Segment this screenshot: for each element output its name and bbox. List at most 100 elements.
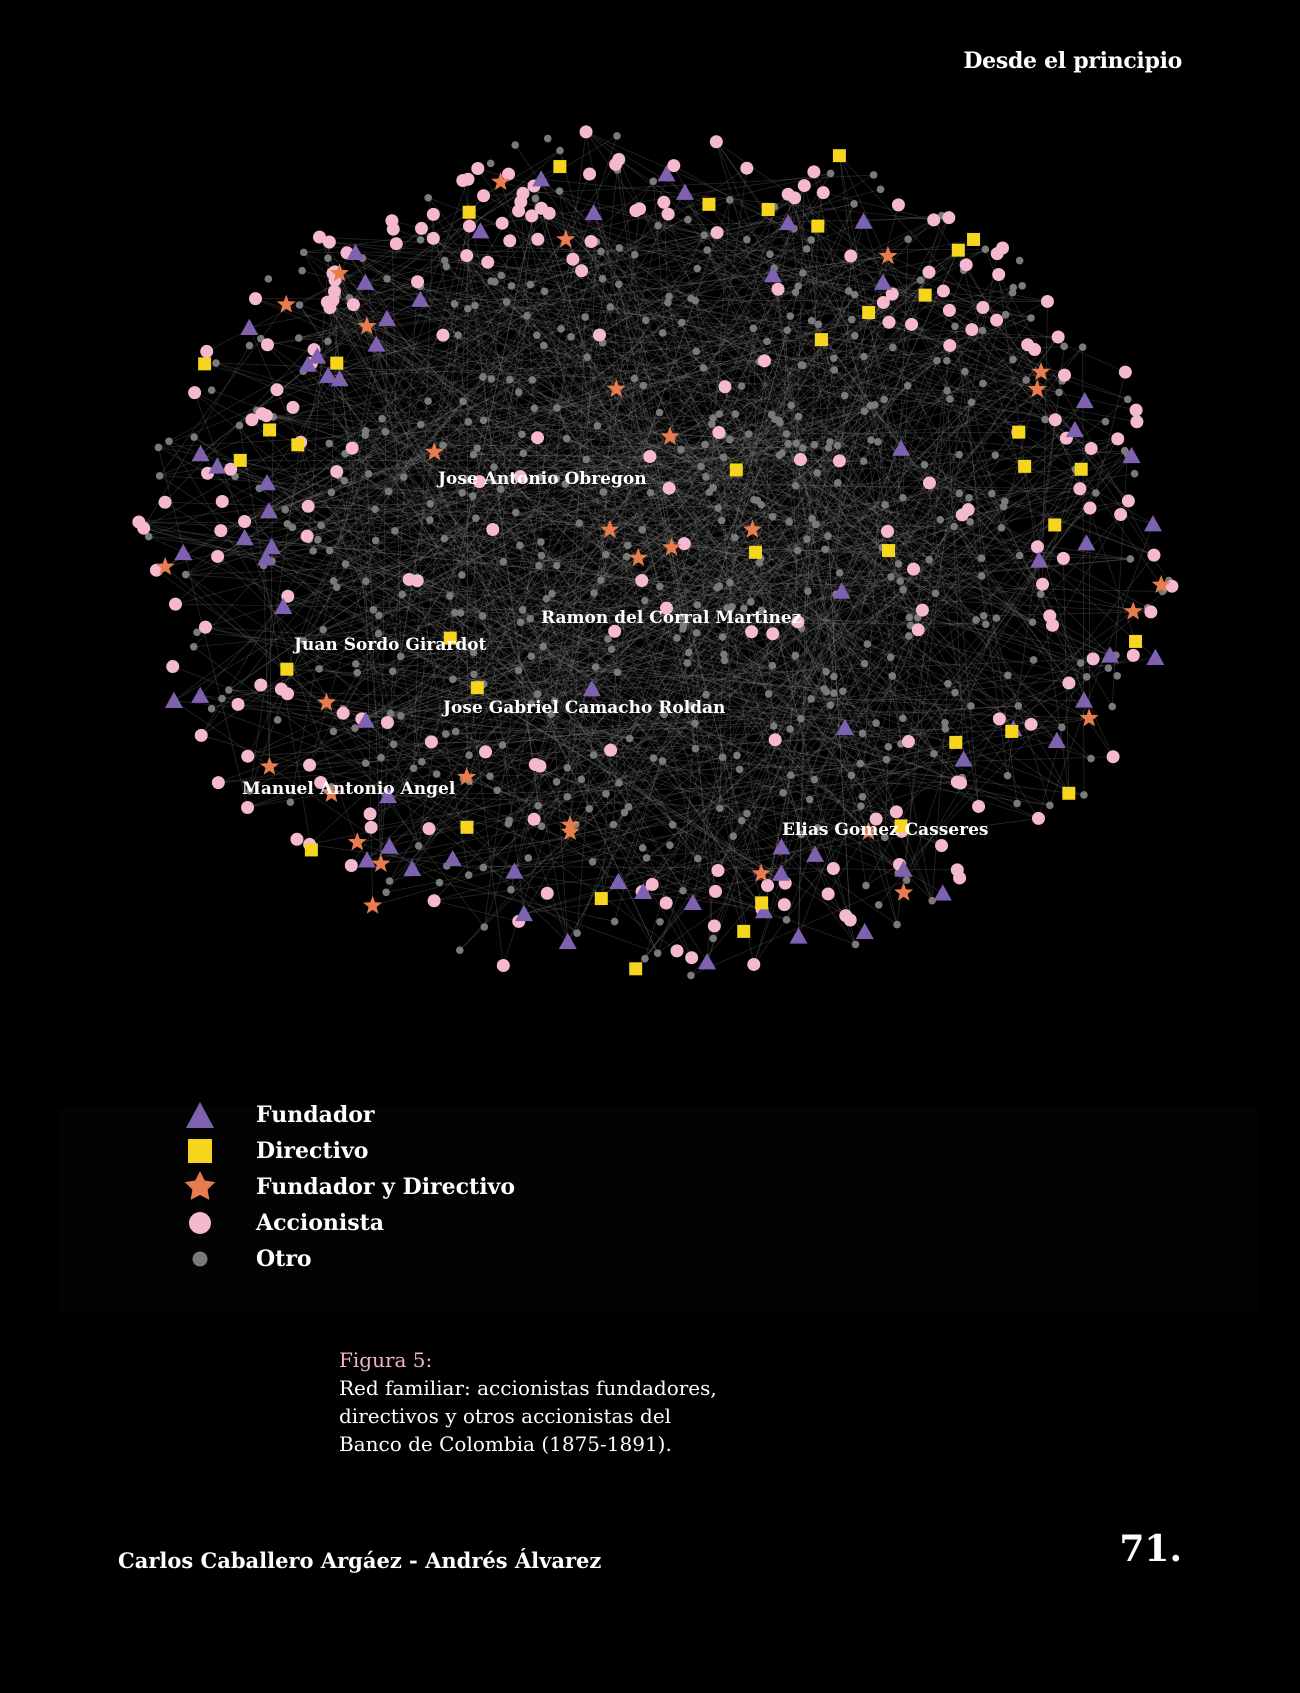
network-edge [329, 307, 702, 467]
network-edge [908, 741, 1008, 777]
network-edge [544, 291, 897, 813]
network-edge [357, 841, 658, 954]
network-edge [716, 272, 804, 588]
node-otro [319, 625, 328, 634]
network-edge [634, 378, 829, 895]
node-otro [992, 614, 1001, 622]
node-otro [609, 820, 618, 829]
network-edge [281, 378, 492, 690]
network-edge [592, 589, 904, 863]
network-edge [509, 360, 765, 380]
node-fundador [1122, 446, 1141, 464]
node-fundador [1077, 534, 1096, 551]
node-otro [824, 532, 832, 540]
node-otro [881, 833, 889, 842]
node-accionista [260, 338, 274, 352]
node-accionista [481, 255, 495, 269]
network-edge [522, 251, 602, 610]
network-edge [787, 194, 890, 323]
network-edge [450, 637, 942, 846]
node-otro [639, 381, 648, 390]
node-fundador-y-directivo [1027, 379, 1047, 398]
node-fundador-y-directivo [606, 379, 626, 398]
network-edge [468, 324, 912, 756]
network-edge [266, 415, 941, 521]
node-otro [519, 449, 528, 458]
network-edge [908, 253, 998, 742]
node-accionista [486, 522, 500, 536]
node-otro [388, 667, 397, 676]
node-accionista [911, 623, 925, 637]
node-otro [782, 916, 791, 924]
network-edge [185, 547, 883, 575]
network-edge [328, 356, 864, 377]
node-otro [472, 514, 480, 522]
node-otro [750, 495, 758, 504]
network-edge [739, 336, 1059, 770]
node-otro [709, 934, 717, 943]
node-fundador-y-directivo [491, 172, 511, 191]
network-edge [200, 401, 464, 736]
node-accionista [1130, 415, 1144, 429]
network-edge [247, 455, 1132, 757]
node-accionista [477, 189, 491, 203]
node-accionista [241, 749, 255, 763]
node-accionista [1147, 548, 1161, 562]
network-edge [717, 232, 812, 241]
node-otro [785, 517, 794, 526]
network-edge [690, 438, 1118, 706]
network-edge [706, 264, 967, 963]
network-edge [773, 192, 824, 269]
node-fundador [443, 849, 462, 867]
node-otro [826, 438, 834, 446]
node-otro [536, 473, 544, 481]
network-edge [200, 370, 304, 455]
network-edge [523, 811, 897, 915]
node-otro [729, 832, 737, 841]
network-edge [753, 499, 936, 594]
network-edge [642, 336, 1059, 893]
network-edge [173, 300, 696, 702]
network-edge [298, 255, 889, 339]
node-otro [614, 280, 623, 289]
node-accionista [1040, 294, 1054, 308]
network-edge [520, 201, 607, 555]
node-accionista [777, 898, 791, 912]
node-otro [325, 439, 334, 448]
node-accionista [427, 894, 441, 908]
node-accionista [211, 776, 225, 790]
node-otro [951, 688, 959, 697]
node-otro [981, 245, 990, 254]
network-edge [365, 173, 831, 284]
node-accionista [685, 951, 699, 965]
network-edge [287, 693, 765, 912]
node-otro [641, 954, 649, 963]
network-edge [520, 201, 569, 942]
node-otro [486, 772, 494, 780]
node-accionista [312, 230, 326, 244]
network-edge [618, 217, 950, 784]
network-edge [628, 271, 930, 808]
node-fundador [256, 549, 275, 566]
network-edge [832, 609, 923, 869]
node-fundador [1047, 731, 1066, 748]
node-accionista [793, 453, 807, 467]
node-otro [469, 492, 477, 500]
network-edge [473, 454, 724, 458]
network-edge [371, 728, 946, 828]
node-otro [867, 436, 875, 444]
network-edge [393, 728, 946, 745]
network-edge [201, 386, 726, 736]
caption-line-2: directivos y otros accionistas del [339, 1404, 672, 1428]
node-otro [835, 569, 844, 577]
node-otro [597, 247, 605, 256]
network-edge [185, 574, 569, 943]
network-edge [442, 444, 782, 874]
node-fundador-y-directivo [330, 263, 349, 282]
node-accionista [844, 249, 858, 263]
node-otro [936, 515, 945, 524]
node-otro [978, 326, 987, 335]
network-edge [401, 194, 789, 595]
network-edge [457, 334, 903, 832]
node-accionista [662, 481, 676, 495]
